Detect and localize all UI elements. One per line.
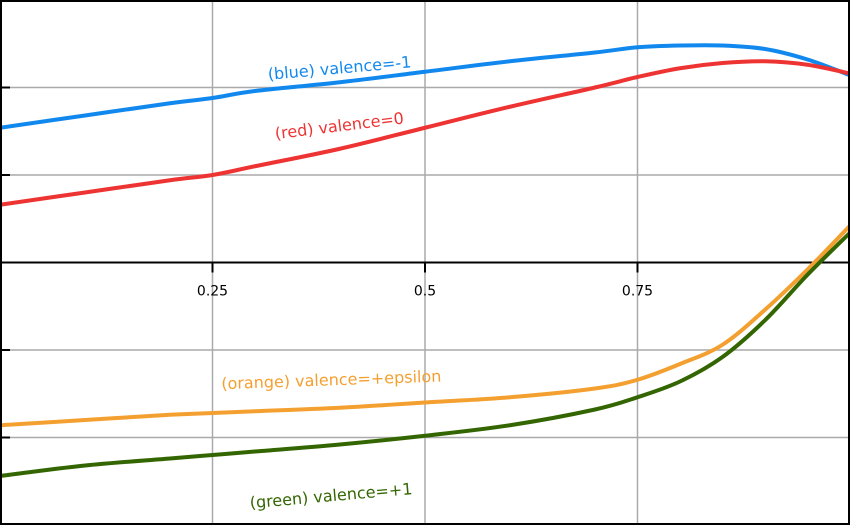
x-tick-label-1: 0.5	[414, 284, 436, 300]
series-line-3	[0, 231, 850, 478]
series-lines	[0, 43, 850, 478]
series-line-0	[0, 43, 850, 130]
x-tick-label-2: 0.75	[622, 284, 653, 300]
series-line-2	[0, 224, 850, 428]
x-tick-labels: 0.25 0.5 0.75	[197, 284, 653, 300]
x-tick-label-0: 0.25	[197, 284, 228, 300]
series-line-1	[0, 59, 850, 207]
axes	[0, 86, 850, 439]
